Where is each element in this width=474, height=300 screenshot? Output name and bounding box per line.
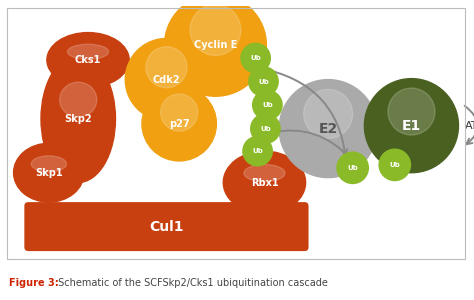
Text: Skp1: Skp1 — [35, 168, 63, 178]
Text: Cdk2: Cdk2 — [153, 75, 180, 85]
Circle shape — [388, 88, 435, 135]
Text: Ub: Ub — [252, 148, 263, 154]
Text: Figure 3:: Figure 3: — [9, 278, 59, 288]
Ellipse shape — [14, 143, 84, 202]
Text: p27: p27 — [169, 119, 190, 129]
Circle shape — [365, 79, 458, 173]
Text: Cyclin E: Cyclin E — [194, 40, 237, 50]
Text: Schematic of the SCFSkp2/Cks1 ubiquitination cascade: Schematic of the SCFSkp2/Cks1 ubiquitina… — [55, 278, 328, 288]
Text: Cks1: Cks1 — [75, 55, 101, 65]
Text: Skp2: Skp2 — [64, 114, 92, 124]
Text: ATP: ATP — [465, 121, 474, 131]
Ellipse shape — [31, 156, 66, 172]
FancyBboxPatch shape — [24, 202, 309, 251]
Ellipse shape — [60, 82, 97, 117]
Text: Ub: Ub — [250, 55, 261, 61]
Text: Ub: Ub — [260, 126, 271, 132]
Text: Ub: Ub — [347, 165, 358, 171]
Circle shape — [161, 94, 198, 131]
Text: E1: E1 — [402, 119, 421, 133]
Text: Cul1: Cul1 — [149, 220, 184, 234]
Circle shape — [243, 136, 272, 166]
Circle shape — [253, 90, 282, 120]
Text: E2: E2 — [319, 122, 338, 136]
Text: Ub: Ub — [258, 79, 269, 85]
Circle shape — [251, 114, 280, 143]
Ellipse shape — [47, 33, 129, 87]
Ellipse shape — [67, 44, 109, 59]
Text: Ub: Ub — [390, 162, 400, 168]
Circle shape — [146, 47, 187, 88]
Ellipse shape — [41, 55, 116, 182]
Ellipse shape — [244, 164, 285, 182]
Circle shape — [190, 4, 241, 55]
Text: Ub: Ub — [262, 102, 273, 108]
Circle shape — [279, 80, 377, 178]
Ellipse shape — [223, 151, 306, 214]
Circle shape — [337, 152, 368, 184]
Circle shape — [125, 38, 208, 121]
Circle shape — [241, 43, 270, 73]
Text: Rbx1: Rbx1 — [251, 178, 278, 188]
Circle shape — [142, 86, 217, 161]
Circle shape — [164, 0, 266, 96]
Circle shape — [304, 89, 353, 138]
Circle shape — [379, 149, 410, 181]
Circle shape — [249, 67, 278, 96]
